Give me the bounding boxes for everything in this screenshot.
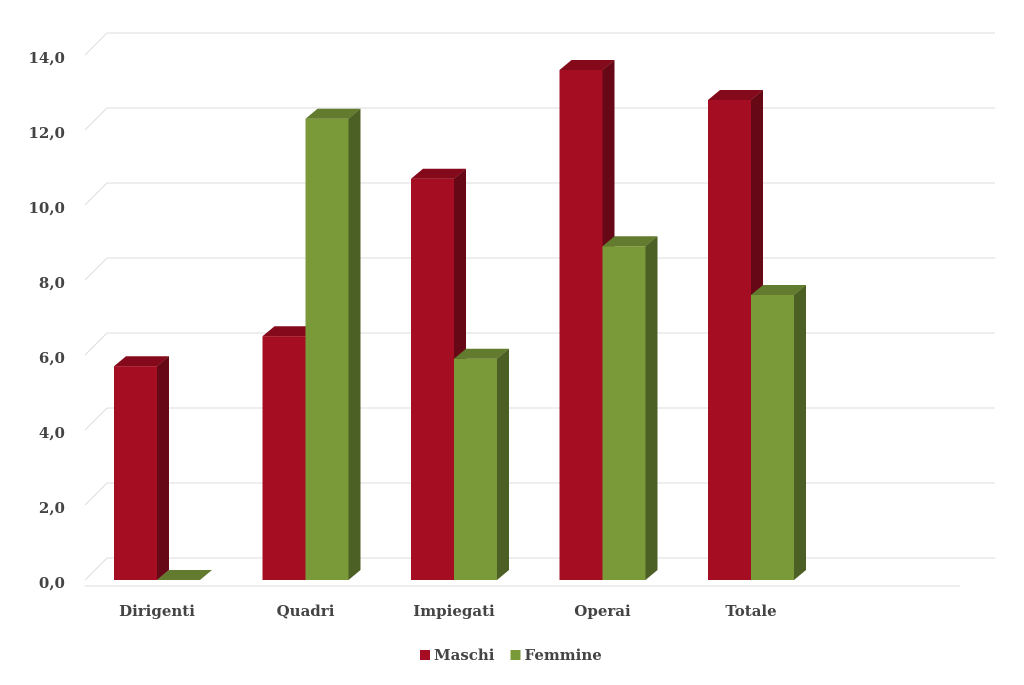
x-tick-label: Impiegati xyxy=(413,602,495,620)
legend-label: Maschi xyxy=(434,646,495,664)
grid-line xyxy=(84,407,108,431)
x-tick-label: Quadri xyxy=(277,602,335,620)
legend-label: Femmine xyxy=(525,646,602,664)
y-tick-label: 14,0 xyxy=(28,49,65,67)
bar xyxy=(602,246,646,580)
bar-top xyxy=(559,60,615,70)
grid-line xyxy=(84,257,108,281)
bar-top xyxy=(411,168,466,179)
y-tick-label: 10,0 xyxy=(28,199,65,217)
y-tick-label: 2,0 xyxy=(39,499,65,517)
x-tick-label: Totale xyxy=(725,602,776,620)
bar-side xyxy=(645,236,658,580)
bar-top xyxy=(305,108,361,119)
bar-top xyxy=(157,570,212,580)
x-tick-label: Dirigenti xyxy=(119,602,195,620)
y-tick-label: 0,0 xyxy=(39,574,65,592)
bar xyxy=(708,100,751,580)
bar-top xyxy=(454,348,509,359)
bar xyxy=(411,178,454,580)
bar xyxy=(454,358,497,580)
bar-top xyxy=(602,236,658,247)
bar xyxy=(559,70,603,580)
legend-swatch xyxy=(510,650,521,660)
grid-line xyxy=(84,107,108,131)
bar xyxy=(305,118,349,580)
grid-line xyxy=(84,557,108,581)
bar-top xyxy=(751,285,806,295)
bar-top xyxy=(114,356,169,367)
grid-line xyxy=(84,32,108,56)
grid-line xyxy=(84,332,108,356)
bar-side xyxy=(157,356,169,580)
grid-line xyxy=(84,182,108,206)
bar-side xyxy=(794,285,806,580)
bar-top xyxy=(708,90,763,100)
bar-top xyxy=(262,326,318,337)
legend-swatch xyxy=(420,650,430,660)
y-tick-label: 8,0 xyxy=(39,274,65,292)
y-tick-label: 6,0 xyxy=(39,349,65,367)
bar xyxy=(751,295,794,580)
bar xyxy=(262,336,306,580)
grid-line xyxy=(84,482,108,506)
bar-side xyxy=(348,108,361,580)
x-tick-label: Operai xyxy=(574,602,631,620)
y-tick-label: 12,0 xyxy=(28,124,65,142)
y-tick-label: 4,0 xyxy=(39,424,65,442)
bar xyxy=(114,366,157,580)
bar-side xyxy=(497,348,509,580)
